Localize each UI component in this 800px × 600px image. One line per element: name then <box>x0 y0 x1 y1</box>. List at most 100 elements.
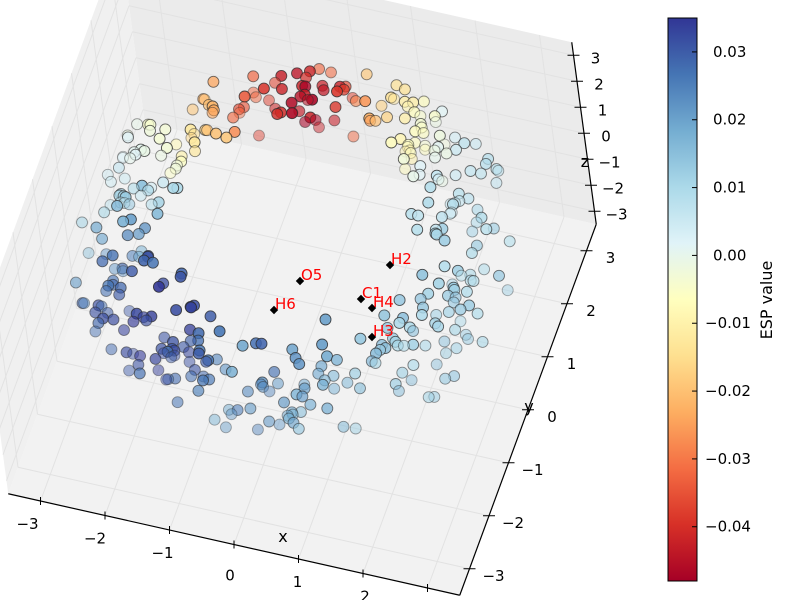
scatter-point <box>253 129 265 142</box>
x-tick-label: 0 <box>225 567 235 585</box>
atom-marker-c1 <box>356 294 366 304</box>
z-tick-label: −1 <box>598 153 620 171</box>
scatter-point <box>440 347 452 360</box>
scatter-point <box>369 357 382 369</box>
grid-line <box>0 31 133 394</box>
scatter-point <box>236 339 249 352</box>
grid-line <box>114 0 136 150</box>
scatter-point <box>385 91 398 104</box>
scatter-point <box>251 423 264 436</box>
colorbar-tick-label: 0.03 <box>713 43 746 61</box>
atom-label-h6: H6 <box>275 295 296 313</box>
scatter-point <box>123 364 136 377</box>
grid-line <box>115 201 568 305</box>
scatter-point <box>398 112 411 125</box>
scatter-point <box>121 229 134 242</box>
scatter-point <box>392 385 405 397</box>
scatter-point <box>108 262 121 275</box>
atom-marker-h2 <box>385 260 395 270</box>
scatter-point <box>417 95 430 108</box>
scatter-point <box>438 234 451 247</box>
scatter-point <box>478 263 491 276</box>
colorbar-tick-label: 0.00 <box>713 246 746 264</box>
scatter-point <box>398 83 411 96</box>
colorbar-tick-label: −0.03 <box>705 450 751 468</box>
scatter-point <box>272 377 284 390</box>
y-tick-label: −1 <box>521 461 543 479</box>
colorbar-tick-label: 0.01 <box>713 179 746 197</box>
scatter-point <box>325 66 337 79</box>
scatter-point <box>76 216 88 229</box>
scatter-point <box>206 106 219 119</box>
scatter-point <box>321 350 333 363</box>
scatter-point <box>301 94 314 106</box>
scatter-point <box>145 198 158 211</box>
scatter-point <box>328 114 341 127</box>
scatter-point <box>438 335 451 348</box>
scatter-point <box>349 422 362 435</box>
scatter-point <box>249 91 262 104</box>
axis-lines <box>8 42 601 596</box>
side-pane <box>0 0 145 494</box>
scatter-point <box>200 355 213 368</box>
scatter-point <box>133 367 146 380</box>
scatter-point <box>96 255 109 268</box>
scatter-point <box>233 103 245 116</box>
scatter-point <box>381 321 394 334</box>
x-tick-label: 2 <box>360 588 370 600</box>
grid-line <box>427 216 565 589</box>
scatter-point <box>330 353 343 366</box>
scatter-point <box>296 390 309 403</box>
scatter-point <box>465 247 478 260</box>
scatter-point <box>213 325 226 338</box>
scatter-point <box>228 125 241 138</box>
scatter-point <box>96 232 109 245</box>
scatter-point <box>257 82 270 95</box>
atom-marker-h6 <box>269 305 279 315</box>
scatter-point <box>192 347 205 360</box>
grid-line <box>213 0 578 82</box>
scatter-point <box>231 404 244 417</box>
colorbar-gradient <box>667 17 698 582</box>
scatter-point <box>369 114 382 127</box>
scatter-point <box>149 352 162 365</box>
scatter-point <box>428 110 441 123</box>
scatter-point <box>442 306 455 319</box>
scatter-point <box>479 157 492 170</box>
scatter-point <box>466 225 479 238</box>
scatter-point <box>100 285 113 297</box>
scatter-point <box>433 129 446 142</box>
scatter-point <box>347 130 360 143</box>
scatter-point <box>98 206 111 219</box>
scatter-point <box>460 285 473 298</box>
scatter-point <box>189 145 201 158</box>
scatter-point <box>263 385 276 398</box>
scatter-point <box>430 228 443 241</box>
scatter-point <box>69 276 82 289</box>
scatter-point <box>449 323 462 336</box>
y-axis-label: y <box>524 397 533 416</box>
scatter-point <box>292 422 305 435</box>
scatter-point <box>247 70 260 83</box>
scatter-point <box>454 303 467 316</box>
scatter-point <box>381 111 393 124</box>
scatter-point <box>82 247 95 259</box>
scatter-point <box>416 268 429 281</box>
scatter-point <box>207 75 220 88</box>
scatter-point <box>411 223 424 236</box>
scatter-point <box>337 420 350 433</box>
atom-marker-h4 <box>367 303 377 313</box>
scatter-point <box>388 93 400 105</box>
scatter-point <box>125 265 138 278</box>
grid-line <box>0 0 106 287</box>
y-tick-label: −2 <box>502 514 524 532</box>
scatter-point <box>440 147 453 160</box>
atom-marker-o5 <box>295 276 305 286</box>
colorbar-ticks: −0.04 −0.03 −0.02 −0.01 0.00 0.01 0.02 0.03 <box>692 43 751 536</box>
y-tick-label: 1 <box>567 355 577 373</box>
atom-label-h4: H4 <box>373 293 394 311</box>
scatter-point <box>78 297 91 310</box>
scatter-point <box>501 284 514 297</box>
scatter-point <box>304 398 317 411</box>
scatter-point <box>244 402 257 415</box>
